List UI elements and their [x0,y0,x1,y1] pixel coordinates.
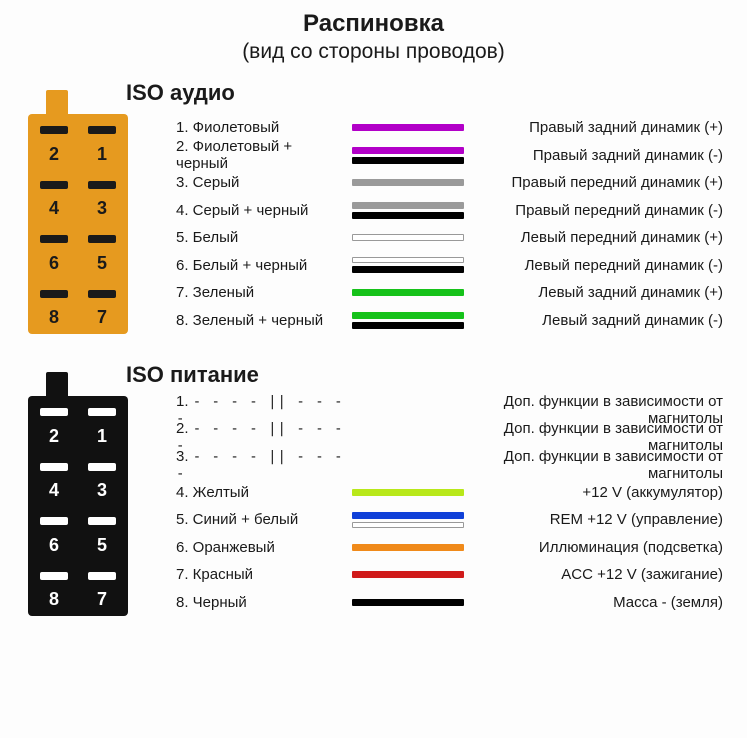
connector-pin: 5 [82,513,122,556]
function-label: Левый передний динамик (+) [468,229,729,246]
wire-color-swatch [348,512,468,528]
wire-label: 7. Зеленый [168,284,348,301]
pinout-row: 3. - - - - || - - - - Доп. функции в зави… [168,451,729,479]
audio-section: 21436587 1. Фиолетовый Правый задний дина… [18,114,729,334]
wire-color-swatch [348,289,468,296]
connector-pin: 6 [34,231,74,274]
audio-section-label: ISO аудио [126,80,729,106]
wire-color-swatch [348,179,468,186]
page-title: Распиновка [18,10,729,38]
power-rows: 1. - - - - || - - - -Доп. функции в зави… [168,396,729,616]
function-label: Доп. функции в зависимости от магнитолы [468,448,729,482]
wire-label: 5. Белый [168,229,348,246]
connector-pin: 4 [34,177,74,220]
wire-color-swatch [348,571,468,578]
connector-pin: 5 [82,231,122,274]
power-connector: 21436587 [28,396,128,616]
wire-label: 8. Зеленый + черный [168,312,348,329]
wire-color-swatch [348,544,468,551]
audio-connector-tab [46,90,68,116]
connector-pin: 4 [34,459,74,502]
pinout-row: 5. Белый Левый передний динамик (+) [168,224,729,252]
pinout-row: 6. Белый + черный Левый передний динамик … [168,252,729,280]
pinout-row: 7. Зеленый Левый задний динамик (+) [168,279,729,307]
pinout-row: 4. Желтый +12 V (аккумулятор) [168,479,729,507]
pinout-row: 6. Оранжевый Иллюминация (подсветка) [168,534,729,562]
wire-color-swatch [348,257,468,273]
connector-pin: 1 [82,404,122,447]
wire-color-swatch [348,202,468,219]
function-label: Правый задний динамик (-) [468,147,729,164]
function-label: +12 V (аккумулятор) [468,484,729,501]
power-connector-tab [46,372,68,398]
wire-label: 3. - - - - || - - - - [168,448,348,482]
wire-color-swatch [348,489,468,496]
pinout-row: 8. Зеленый + черный Левый задний динамик … [168,307,729,335]
connector-pin: 7 [82,568,122,611]
wire-color-swatch [348,124,468,131]
wire-label: 6. Белый + черный [168,257,348,274]
function-label: Иллюминация (подсветка) [468,539,729,556]
function-label: Левый передний динамик (-) [468,257,729,274]
page-subtitle: (вид со стороны проводов) [18,40,729,64]
wire-label: 4. Серый + черный [168,202,348,219]
function-label: Левый задний динамик (-) [468,312,729,329]
wire-label: 6. Оранжевый [168,539,348,556]
connector-pin: 8 [34,286,74,329]
connector-pin: 6 [34,513,74,556]
function-label: Правый задний динамик (+) [468,119,729,136]
connector-pin: 2 [34,404,74,447]
power-section-label: ISO питание [126,362,729,388]
pinout-row: 2. Фиолетовый + черныйПравый задний дина… [168,142,729,170]
pinout-row: 3. Серый Правый передний динамик (+) [168,169,729,197]
pinout-row: 5. Синий + белый REM +12 V (управление) [168,506,729,534]
function-label: Правый передний динамик (-) [468,202,729,219]
wire-label: 7. Красный [168,566,348,583]
connector-pin: 2 [34,122,74,165]
wire-color-swatch [348,147,468,164]
wire-color-swatch [348,599,468,606]
function-label: Правый передний динамик (+) [468,174,729,191]
audio-connector-wrap: 21436587 [18,114,168,334]
connector-pin: 3 [82,177,122,220]
wire-label: 8. Черный [168,594,348,611]
connector-pin: 1 [82,122,122,165]
function-label: Масса - (земля) [468,594,729,611]
audio-connector: 21436587 [28,114,128,334]
power-connector-wrap: 21436587 [18,396,168,616]
wire-label: 3. Серый [168,174,348,191]
pinout-row: 4. Серый + черный Правый передний динамик… [168,197,729,225]
function-label: REM +12 V (управление) [468,511,729,528]
wire-color-swatch [348,234,468,241]
wire-color-swatch [348,312,468,329]
connector-pin: 7 [82,286,122,329]
audio-rows: 1. Фиолетовый Правый задний динамик (+) 2.… [168,114,729,334]
connector-pin: 8 [34,568,74,611]
wire-label: 2. Фиолетовый + черный [168,138,348,172]
function-label: ACC +12 V (зажигание) [468,566,729,583]
connector-pin: 3 [82,459,122,502]
pinout-row: 8. Черный Масса - (земля) [168,589,729,617]
pinout-row: 7. Красный ACC +12 V (зажигание) [168,561,729,589]
wire-label: 4. Желтый [168,484,348,501]
wire-label: 5. Синий + белый [168,511,348,528]
power-section: 21436587 1. - - - - || - - - -Доп. функц… [18,396,729,616]
wire-label: 1. Фиолетовый [168,119,348,136]
function-label: Левый задний динамик (+) [468,284,729,301]
